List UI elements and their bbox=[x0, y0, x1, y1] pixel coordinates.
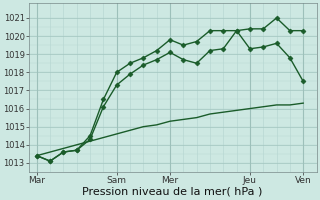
X-axis label: Pression niveau de la mer( hPa ): Pression niveau de la mer( hPa ) bbox=[83, 187, 263, 197]
